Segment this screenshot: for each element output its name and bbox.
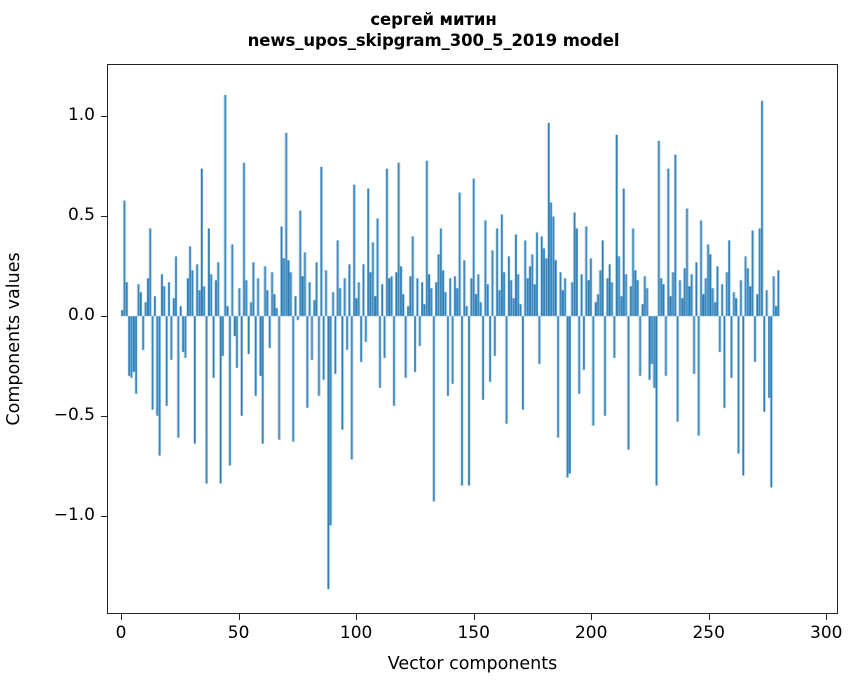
x-tick-mark [826,614,828,620]
x-tick-mark [473,614,475,620]
x-tick-label: 100 [339,623,373,643]
x-tick-mark [356,614,358,620]
y-tick-mark [101,516,107,517]
y-tick-mark [101,316,107,317]
x-tick-label: 250 [692,623,725,643]
plot-axes [107,64,838,614]
chart-title-line-1: сергей митин [370,10,497,29]
y-tick-label: 1.0 [67,105,95,125]
x-tick-label: 0 [115,623,127,643]
y-axis-label: Components values [4,252,24,426]
x-tick-label: 200 [574,623,608,643]
x-tick-mark [238,614,240,620]
chart-title-line-2: news_upos_skipgram_300_5_2019 model [247,31,620,50]
x-axis-label: Vector components [387,654,558,674]
y-tick-mark [101,216,107,217]
y-tick-label: −1.0 [53,505,95,525]
x-tick-mark [708,614,710,620]
y-tick-label: 0.5 [67,205,95,225]
y-tick-mark [101,116,107,117]
y-tick-label: −0.5 [53,405,95,425]
x-tick-mark [591,614,593,620]
x-tick-mark [121,614,123,620]
chart-title: сергей митин news_upos_skipgram_300_5_20… [0,9,867,51]
y-tick-mark [101,416,107,417]
x-tick-label: 50 [227,623,250,643]
y-tick-label: 0.0 [67,305,95,325]
bar-series-canvas [108,65,837,613]
x-tick-label: 150 [457,623,490,643]
x-tick-label: 300 [810,623,843,643]
